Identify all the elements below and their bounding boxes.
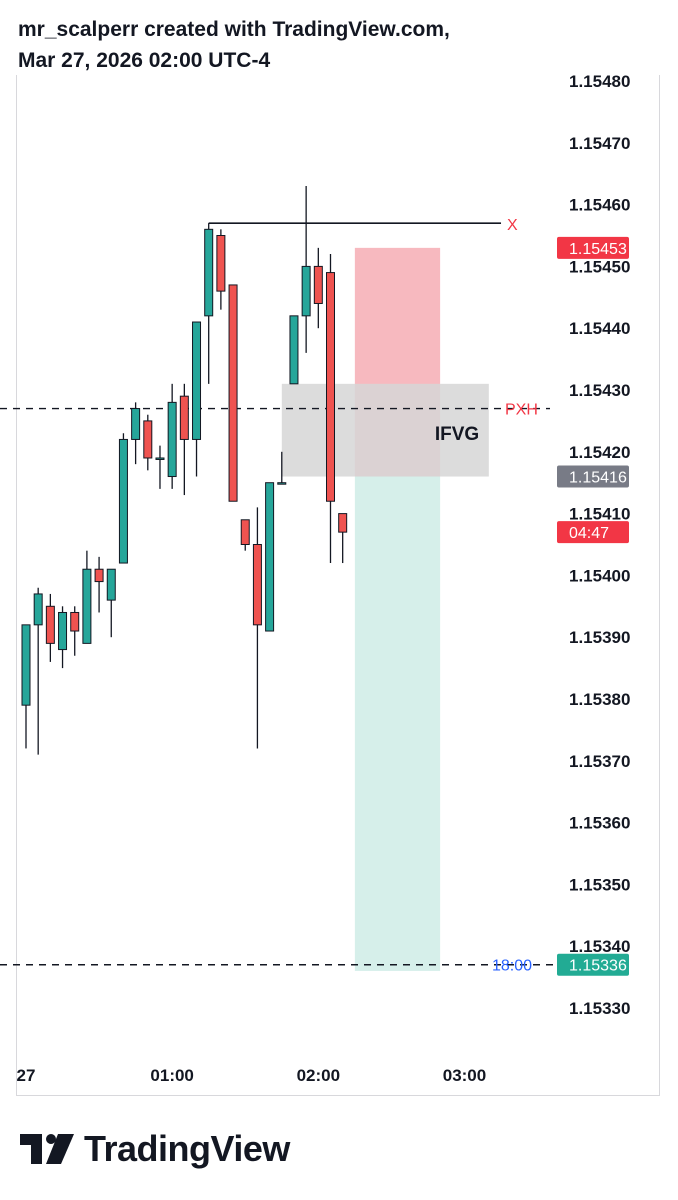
chart-frame — [16, 75, 660, 1096]
y-axis-tick: 1.15460 — [569, 196, 630, 215]
candle-body — [240, 519, 250, 546]
candle — [204, 223, 214, 384]
ifvg-box — [281, 383, 489, 477]
y-axis-tick: 1.15390 — [569, 628, 630, 647]
candle — [301, 186, 311, 353]
candle-body — [82, 568, 92, 644]
candle-body — [143, 420, 153, 459]
candle-body — [192, 321, 202, 440]
candle-body — [58, 611, 68, 651]
ifvg-label: IFVG — [435, 424, 479, 445]
header-author-line: mr_scalperr created with TradingView.com… — [18, 18, 450, 41]
header-date-line: Mar 27, 2026 02:00 UTC-4 — [18, 49, 271, 72]
chart-header: mr_scalperr created with TradingView.com… — [18, 14, 450, 76]
candle-body — [338, 513, 348, 533]
candle-body — [252, 544, 262, 626]
candle-body — [94, 568, 104, 583]
candle — [33, 587, 43, 755]
candle — [216, 229, 226, 310]
candle-body — [167, 401, 177, 478]
session-label: 18:00 — [492, 958, 532, 975]
price-badge — [557, 953, 629, 976]
y-axis-tick: 1.15480 — [569, 72, 630, 91]
candle-body — [70, 611, 80, 632]
x-axis-tick: 27 — [17, 1066, 36, 1085]
y-axis-tick: 1.15340 — [569, 937, 630, 956]
y-axis-tick: 1.15420 — [569, 443, 630, 462]
candle — [289, 315, 299, 385]
y-axis-tick: 1.15410 — [569, 505, 630, 524]
candle — [58, 606, 68, 669]
candle — [252, 507, 262, 749]
swing-high-marker: X — [507, 217, 518, 234]
candle — [326, 254, 335, 564]
tradingview-logo-icon — [20, 1134, 74, 1164]
price-badge-label: 04:47 — [569, 525, 609, 542]
y-axis-tick: 1.15470 — [569, 134, 630, 153]
candle-body — [155, 457, 165, 460]
x-axis-tick: 01:00 — [150, 1066, 193, 1085]
y-axis-tick: 1.15380 — [569, 690, 630, 709]
candle-body — [277, 482, 287, 485]
candle-body — [131, 408, 141, 440]
candle — [94, 556, 104, 613]
candle — [21, 624, 31, 749]
x-axis-tick: 02:00 — [297, 1066, 340, 1085]
y-axis-tick: 1.15360 — [569, 814, 630, 833]
candle — [240, 519, 250, 551]
candle — [70, 606, 80, 656]
candle — [45, 593, 55, 662]
candle-body — [204, 228, 214, 317]
candlestick-chart[interactable]: IFVG PXH 18:00 X 1.15480 1.15470 1.15460 1.1545… — [0, 0, 678, 1100]
y-axis-tick: 1.15330 — [569, 999, 630, 1018]
candle-body — [118, 438, 128, 564]
candle-body — [106, 568, 116, 601]
candle-body — [301, 265, 311, 317]
x-axis-tick: 03:00 — [443, 1066, 486, 1085]
y-axis-tick: 1.15370 — [569, 752, 630, 771]
y-axis-tick: 1.15350 — [569, 875, 630, 894]
candle — [192, 321, 202, 477]
candle — [155, 445, 165, 489]
candle-body — [289, 315, 299, 385]
pxh-label: PXH — [505, 402, 538, 419]
candle-body — [265, 482, 275, 632]
candle — [118, 433, 128, 564]
candle-body — [326, 272, 335, 502]
price-badge-label: 1.15416 — [569, 470, 627, 487]
candle-body — [45, 605, 55, 644]
candle-body — [216, 235, 226, 292]
price-badge-label: 1.15453 — [569, 241, 627, 258]
candle — [338, 513, 348, 564]
y-axis-tick: 1.15440 — [569, 319, 630, 338]
candle — [167, 383, 177, 489]
candle — [131, 402, 141, 465]
candle — [228, 284, 238, 502]
candle-body — [179, 395, 189, 440]
price-badge-label: 1.15336 — [569, 958, 627, 975]
y-axis-tick: 1.15450 — [569, 257, 630, 276]
price-badge — [557, 236, 629, 259]
y-axis-tick: 1.15430 — [569, 381, 630, 400]
candle — [313, 247, 323, 329]
candle — [179, 383, 189, 496]
tradingview-wordmark: TradingView — [84, 1128, 290, 1169]
candle — [277, 451, 287, 485]
candle — [82, 550, 92, 644]
candle-body — [228, 284, 238, 502]
price-badge — [557, 465, 629, 488]
candle — [106, 568, 116, 638]
candle-body — [33, 593, 43, 626]
candle — [143, 414, 153, 471]
price-badge — [557, 521, 629, 544]
take-profit-zone — [354, 476, 441, 971]
candle-body — [21, 624, 31, 706]
y-axis-tick: 1.15400 — [569, 566, 630, 585]
candle-body — [313, 265, 323, 304]
candle — [265, 482, 275, 632]
tradingview-footer: TradingView — [20, 1128, 290, 1170]
